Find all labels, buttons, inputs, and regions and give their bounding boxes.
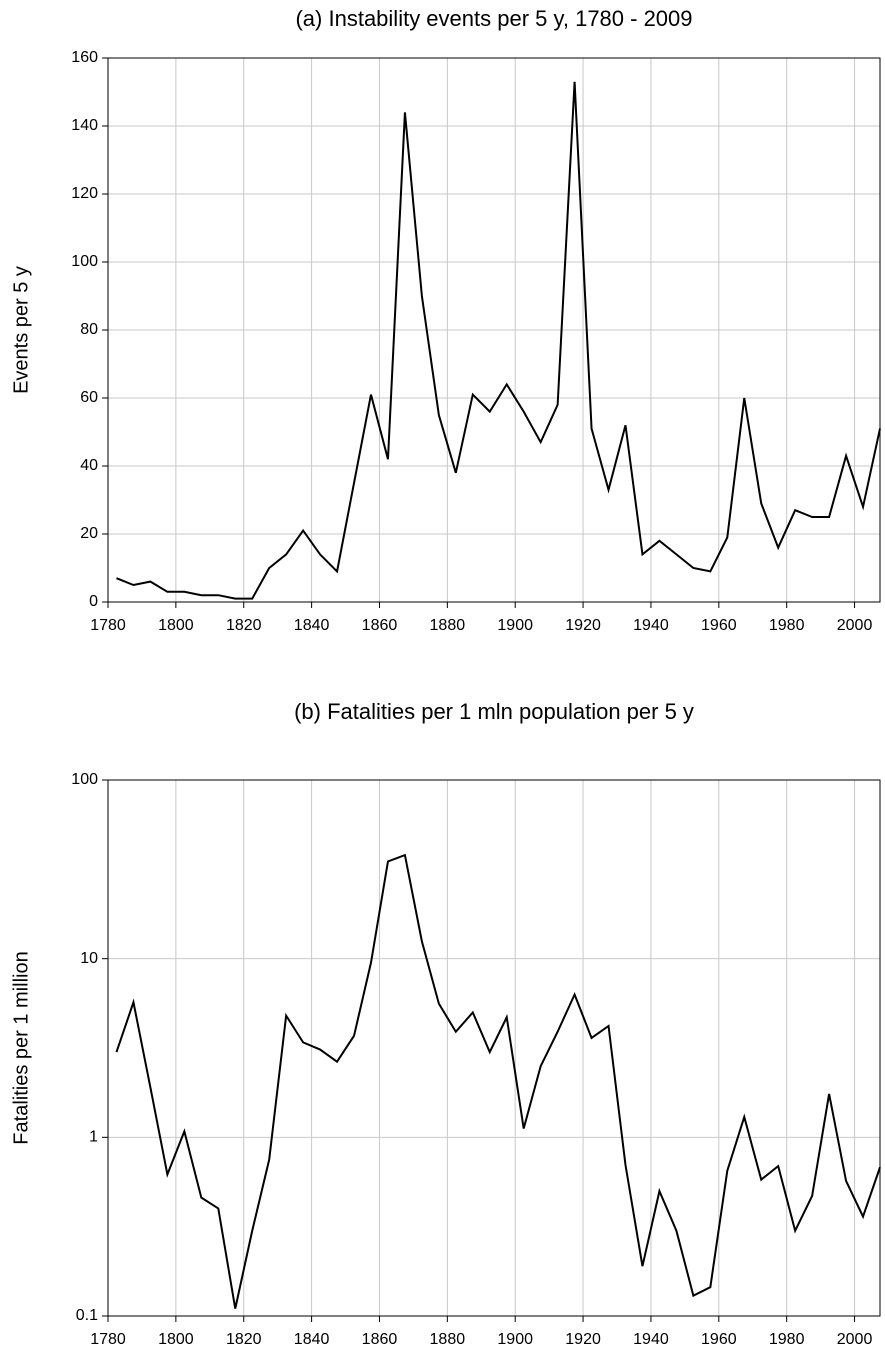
y-tick-label: 140 xyxy=(71,117,98,134)
x-tick-label: 1880 xyxy=(430,617,466,634)
y-tick-label: 60 xyxy=(80,389,98,406)
x-tick-label: 1960 xyxy=(701,1331,737,1348)
x-tick-label: 1940 xyxy=(633,1331,669,1348)
x-tick-label: 1840 xyxy=(294,617,330,634)
y-tick-label: 20 xyxy=(80,525,98,542)
chart-title: (a) Instability events per 5 y, 1780 - 2… xyxy=(295,6,692,31)
x-tick-label: 1780 xyxy=(90,1331,126,1348)
x-tick-label: 2000 xyxy=(837,617,873,634)
x-tick-label: 1880 xyxy=(430,1331,466,1348)
y-tick-label: 100 xyxy=(71,771,98,788)
x-tick-label: 1900 xyxy=(497,617,533,634)
y-tick-label: 1 xyxy=(89,1129,98,1146)
x-tick-label: 1820 xyxy=(226,1331,262,1348)
data-line xyxy=(115,853,881,1309)
x-tick-label: 1900 xyxy=(497,1331,533,1348)
x-tick-label: 1940 xyxy=(633,617,669,634)
x-tick-label: 1920 xyxy=(565,617,601,634)
x-tick-label: 1860 xyxy=(362,617,398,634)
plot-frame xyxy=(107,779,881,1317)
data-line xyxy=(116,81,881,600)
y-tick-label: 100 xyxy=(71,253,98,270)
x-tick-label: 1980 xyxy=(769,1331,805,1348)
y-tick-label: 0.1 xyxy=(76,1307,98,1324)
y-axis-label: Fatalities per 1 million xyxy=(10,951,32,1144)
y-tick-label: 0 xyxy=(89,593,98,610)
x-tick-label: 2000 xyxy=(837,1331,873,1348)
chart-title: (b) Fatalities per 1 mln population per … xyxy=(294,699,694,724)
x-tick-label: 1980 xyxy=(769,617,805,634)
plot-frame xyxy=(107,57,881,603)
x-tick-label: 1960 xyxy=(701,617,737,634)
x-tick-label: 1800 xyxy=(158,617,194,634)
y-tick-label: 160 xyxy=(71,49,98,66)
x-tick-label: 1800 xyxy=(158,1331,194,1348)
x-tick-label: 1780 xyxy=(90,617,126,634)
x-tick-label: 1920 xyxy=(565,1331,601,1348)
x-tick-label: 1840 xyxy=(294,1331,330,1348)
x-tick-label: 1860 xyxy=(362,1331,398,1348)
x-tick-label: 1820 xyxy=(226,617,262,634)
y-tick-label: 120 xyxy=(71,185,98,202)
y-tick-label: 10 xyxy=(80,950,98,967)
y-axis-label: Events per 5 y xyxy=(10,266,32,394)
y-tick-label: 40 xyxy=(80,457,98,474)
y-tick-label: 80 xyxy=(80,321,98,338)
